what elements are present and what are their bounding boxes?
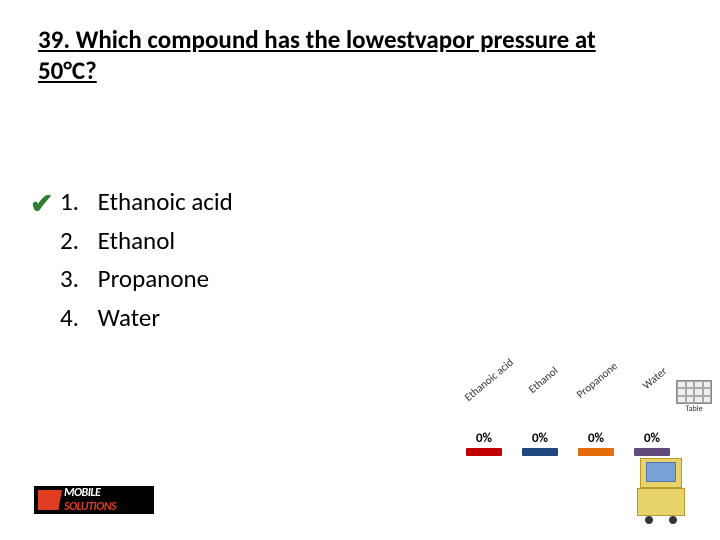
- bar-pct: 0%: [518, 431, 562, 446]
- bar-label-3: Propanone: [574, 359, 620, 400]
- cart-monitor: [640, 458, 682, 488]
- bar-rect: [466, 448, 502, 456]
- option-3[interactable]: 3. Propanone: [60, 263, 233, 296]
- bar-pct: 0%: [574, 431, 618, 446]
- response-chart: 0% Ethanoic acid 0% Ethanol 0% Propanone…: [462, 336, 702, 456]
- table-caption: Table: [676, 404, 712, 414]
- correct-check-icon: ✔: [30, 186, 53, 221]
- option-number: 3.: [60, 263, 92, 296]
- bar-label-2: Ethanol: [526, 364, 560, 396]
- bar-1: 0%: [462, 431, 506, 456]
- bar-rect: [634, 448, 670, 456]
- option-number: 2.: [60, 225, 92, 258]
- cart-icon: [632, 458, 690, 526]
- cart-body: [637, 488, 685, 516]
- bar-pct: 0%: [462, 431, 506, 446]
- options-list: 1. Ethanoic acid 2. Ethanol 3. Propanone…: [60, 186, 233, 340]
- bar-label-4: Water: [640, 364, 669, 392]
- bar-4: 0%: [630, 431, 674, 456]
- logo-shape-icon: [38, 490, 62, 510]
- question-title: 39. Which compound has the lowestvapor p…: [38, 24, 658, 87]
- logo-text-top: MOBILE: [64, 486, 116, 500]
- option-label: Water: [98, 302, 160, 333]
- table-button[interactable]: Table: [676, 380, 712, 408]
- option-number: 1.: [60, 186, 92, 219]
- mobile-solutions-logo: MOBILE SOLUTIONS: [34, 486, 154, 514]
- bar-3: 0%: [574, 431, 618, 456]
- option-label: Propanone: [98, 263, 209, 294]
- table-grid-icon: [676, 380, 712, 404]
- option-4[interactable]: 4. Water: [60, 302, 233, 335]
- cart-screen: [646, 462, 676, 482]
- question-text: Which compound has the lowestvapor press…: [38, 24, 596, 86]
- bar-label-1: Ethanoic acid: [462, 356, 516, 404]
- bar-rect: [522, 448, 558, 456]
- option-label: Ethanoic acid: [98, 186, 233, 217]
- option-label: Ethanol: [98, 225, 175, 256]
- cart-wheels: [637, 516, 685, 524]
- question-number: 39.: [38, 24, 70, 55]
- option-1[interactable]: 1. Ethanoic acid: [60, 186, 233, 219]
- logo-text-bottom: SOLUTIONS: [64, 500, 116, 514]
- bar-pct: 0%: [630, 431, 674, 446]
- bar-2: 0%: [518, 431, 562, 456]
- slide: 39. Which compound has the lowestvapor p…: [0, 0, 720, 540]
- option-2[interactable]: 2. Ethanol: [60, 225, 233, 258]
- option-number: 4.: [60, 302, 92, 335]
- bar-rect: [578, 448, 614, 456]
